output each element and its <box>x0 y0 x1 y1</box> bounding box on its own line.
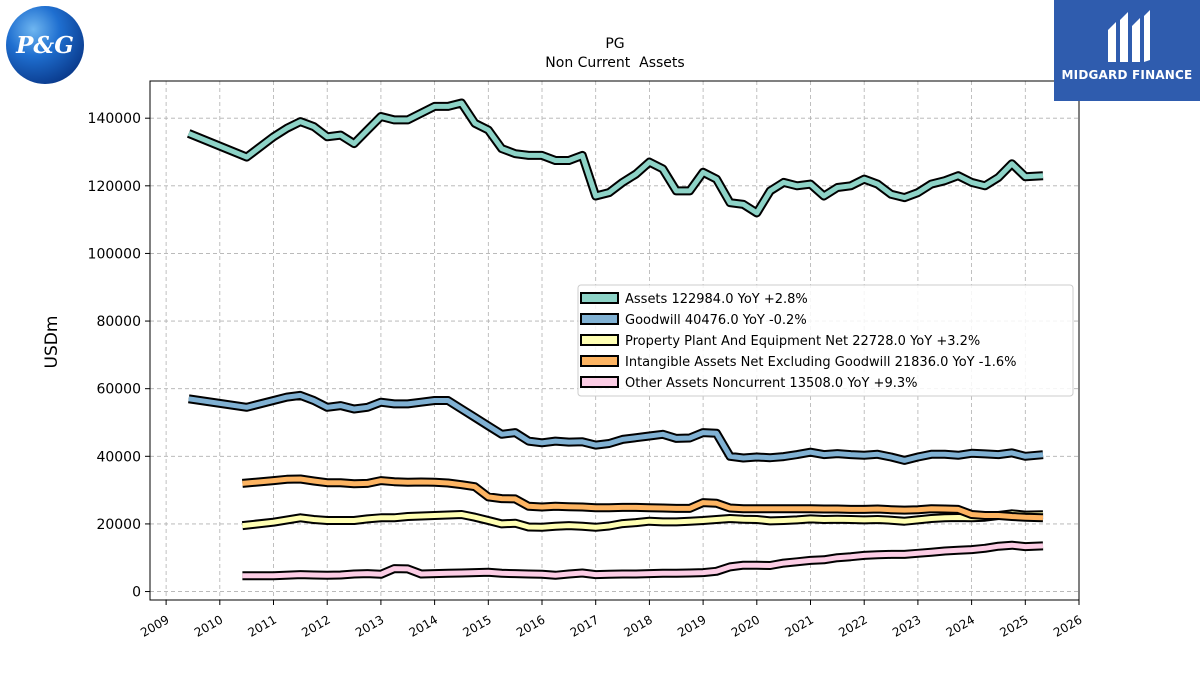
x-tick-label: 2025 <box>997 612 1030 639</box>
y-tick-label: 80000 <box>96 314 141 330</box>
y-tick-label: 140000 <box>88 111 141 127</box>
series-line-4 <box>242 542 1044 579</box>
y-tick-label: 60000 <box>96 382 141 398</box>
midgard-mark-icon <box>1108 10 1150 62</box>
x-tick-label: 2016 <box>514 612 547 639</box>
legend-label: Property Plant And Equipment Net 22728.0… <box>625 334 980 349</box>
x-tick-label: 2009 <box>138 612 171 639</box>
x-tick-label: 2022 <box>836 612 869 639</box>
x-tick-label: 2021 <box>783 612 816 639</box>
x-tick-label: 2014 <box>407 612 440 639</box>
midgard-finance-text: MIDGARD FINANCE <box>1061 68 1193 82</box>
x-tick-label: 2020 <box>729 612 762 639</box>
legend-swatch <box>580 334 619 346</box>
series-outline-1 <box>188 390 1044 465</box>
x-tick-label: 2011 <box>246 612 279 639</box>
legend-label: Goodwill 40476.0 YoY -0.2% <box>625 313 807 328</box>
legend-swatch <box>580 292 619 304</box>
series-outline-4 <box>242 540 1044 581</box>
x-tick-label: 2013 <box>353 612 386 639</box>
y-tick-label: 0 <box>132 585 141 601</box>
series-layer <box>186 98 1044 581</box>
x-tick-label: 2024 <box>944 612 977 639</box>
legend-label: Other Assets Noncurrent 13508.0 YoY +9.3… <box>625 376 917 391</box>
x-tick-label: 2012 <box>299 612 332 639</box>
legend-swatch <box>580 376 619 388</box>
x-tick-label: 2023 <box>890 612 923 639</box>
y-tick-label: 20000 <box>96 517 141 533</box>
chart-title: PG <box>605 36 624 52</box>
x-tick-label: 2015 <box>460 612 493 639</box>
series-line-2 <box>242 511 1044 530</box>
y-tick-label: 100000 <box>88 246 141 262</box>
y-tick-label: 40000 <box>96 449 141 465</box>
y-tick-label: 120000 <box>88 179 141 195</box>
plot-frame <box>149 80 1080 601</box>
legend-swatch <box>580 355 619 367</box>
legend: Assets 122984.0 YoY +2.8% Goodwill 40476.… <box>577 284 1074 397</box>
midgard-finance-logo: MIDGARD FINANCE <box>1054 0 1200 101</box>
x-tick-label: 2010 <box>192 612 225 639</box>
legend-label: Assets 122984.0 YoY +2.8% <box>625 292 808 307</box>
x-tick-label: 2019 <box>675 612 708 639</box>
pg-logo: P&G <box>5 5 85 85</box>
pg-logo-text: P&G <box>15 32 74 59</box>
series-line-0 <box>187 100 1044 216</box>
x-tick-label: 2026 <box>1051 612 1084 639</box>
x-tick-label: 2017 <box>568 612 601 639</box>
chart-subtitle: Non Current Assets <box>545 55 684 71</box>
series-line-1 <box>188 392 1044 463</box>
legend-box <box>577 284 1074 397</box>
series-line-3 <box>242 476 1044 521</box>
series-outline-0 <box>186 98 1044 218</box>
x-tick-label: 2018 <box>621 612 654 639</box>
y-axis-label: USDm <box>42 316 62 369</box>
legend-swatch <box>580 313 619 325</box>
legend-label: Intangible Assets Net Excluding Goodwill… <box>625 355 1016 370</box>
